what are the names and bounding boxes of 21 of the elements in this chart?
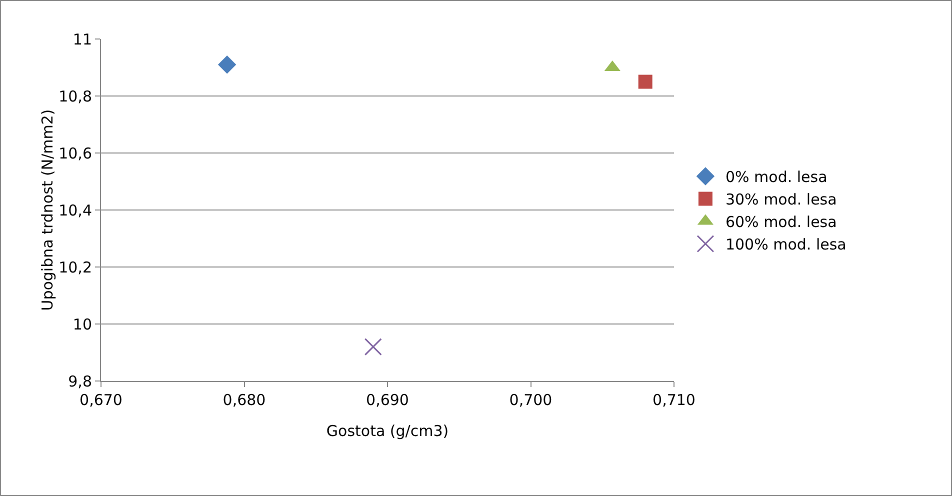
y-tick-label: 10,8 <box>58 87 92 106</box>
legend-label: 60% mod. lesa <box>725 213 837 232</box>
y-tick-label: 9,8 <box>68 372 92 390</box>
x-tick-label: 0,680 <box>222 391 266 409</box>
x-tick-label: 0,690 <box>366 391 409 409</box>
point <box>638 74 652 89</box>
point <box>218 56 236 74</box>
y-tick-label: 10 <box>72 315 92 334</box>
point <box>364 338 382 356</box>
y-tick-label: 10,6 <box>58 144 92 162</box>
x-tick-label: 0,700 <box>509 391 552 409</box>
legend-label: 30% mod. lesa <box>725 190 837 209</box>
y-axis-title: Upogibna trdnost (N/mm2) <box>38 109 57 311</box>
x-axis-title: Gostota (g/cm3) <box>326 422 449 440</box>
y-tick-label: 10,4 <box>58 201 92 220</box>
y-tick-label: 10,2 <box>58 258 92 276</box>
legend-label: 100% mod. lesa <box>725 236 846 254</box>
y-tick-label: 11 <box>72 30 92 48</box>
legend-label: 0% mod. lesa <box>725 168 828 186</box>
x-tick-label: 0,670 <box>80 391 122 409</box>
x-tick-label: 0,710 <box>652 391 696 409</box>
